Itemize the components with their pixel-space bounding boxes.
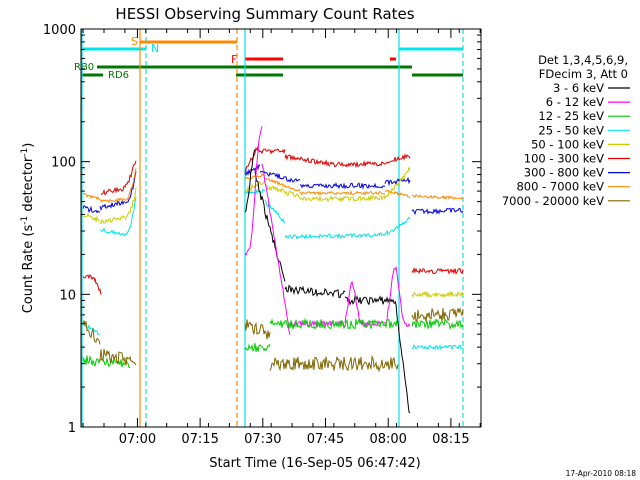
legend-label: 3 - 6 keV xyxy=(553,81,604,95)
series-3-6-kev xyxy=(244,149,256,213)
legend: Det 1,3,4,5,6,9, FDecim 3, Att 0 3 - 6 k… xyxy=(502,53,630,208)
rb0-label: RB0 xyxy=(74,62,94,73)
y-axis-label-part3: ) xyxy=(21,143,36,148)
rd6-label: RD6 xyxy=(108,70,129,81)
series-800-7000-kev xyxy=(99,197,126,204)
series-50-100-kev xyxy=(99,214,126,225)
chart-title: HESSI Observing Summary Count Rates xyxy=(115,5,414,23)
series-12-25-kev xyxy=(82,354,130,368)
legend-label: 100 - 300 keV xyxy=(524,152,604,166)
series-800-7000-kev xyxy=(411,194,464,201)
legend-label: 6 - 12 keV xyxy=(546,95,604,109)
series-800-7000-kev xyxy=(244,172,266,180)
series-25-50-kev xyxy=(264,200,286,224)
series-12-25-kev xyxy=(269,317,399,331)
y-axis-label: Count Rate (s-1 detector-1) xyxy=(20,143,36,314)
series-300-800-kev xyxy=(259,170,301,183)
series-6-12-kev xyxy=(384,265,411,328)
series-12-25-kev xyxy=(411,317,464,330)
x-tick-label: 07:15 xyxy=(181,432,218,447)
x-tick-label: 07:00 xyxy=(119,432,156,447)
series-300-800-kev xyxy=(82,204,101,214)
series-50-100-kev xyxy=(299,194,381,203)
legend-header-line1: Det 1,3,4,5,6,9, xyxy=(538,53,628,67)
series-100-300-kev xyxy=(329,160,386,169)
series-7000-20000-kev xyxy=(82,319,101,345)
series-3-6-kev xyxy=(344,294,396,306)
y-tick-label: 100 xyxy=(51,156,76,171)
series-300-800-kev xyxy=(244,164,261,177)
series-50-100-kev xyxy=(83,212,101,222)
x-tick-label: 08:15 xyxy=(432,432,469,447)
series-25-50-kev xyxy=(99,227,126,237)
legend-label: 7000 - 20000 keV xyxy=(502,194,604,208)
series-25-50-kev xyxy=(411,344,464,351)
y-axis: 1 10 100 1000 xyxy=(43,23,481,436)
series-3-6-kev xyxy=(254,170,286,282)
series-100-300-kev xyxy=(257,148,286,155)
series-800-7000-kev xyxy=(124,168,137,201)
series-100-300-kev xyxy=(244,146,259,174)
series-50-100-kev xyxy=(411,290,464,299)
y-axis-label-part2: detector xyxy=(21,156,36,216)
y-axis-label-sup2: -1 xyxy=(20,148,30,157)
x-tick-label: 07:30 xyxy=(244,432,281,447)
series-6-12-kev xyxy=(289,319,346,329)
night-flag-label: N xyxy=(151,42,159,55)
series-300-800-kev xyxy=(384,176,411,187)
series-300-800-kev xyxy=(299,182,386,190)
series-300-800-kev xyxy=(99,199,126,212)
y-tick-label: 1 xyxy=(68,421,76,436)
x-axis: 07:00 07:15 07:30 07:45 08:00 08:15 xyxy=(82,29,481,447)
legend-label: 50 - 100 keV xyxy=(531,137,604,151)
series-7000-20000-kev xyxy=(244,319,271,340)
y-axis-label-part1: Count Rate (s xyxy=(21,225,36,314)
y-tick-label: 1000 xyxy=(43,23,76,38)
y-tick-label: 10 xyxy=(59,288,76,303)
legend-label: 12 - 25 keV xyxy=(538,109,604,123)
series-3-6-kev xyxy=(284,284,346,299)
series-25-50-kev xyxy=(124,196,137,236)
legend-label: 300 - 800 keV xyxy=(524,166,604,180)
series-50-100-kev xyxy=(264,183,301,199)
series-7000-20000-kev xyxy=(99,348,137,366)
legend-label: 800 - 7000 keV xyxy=(516,180,604,194)
series-50-100-kev xyxy=(379,166,411,201)
timestamp: 17-Apr-2010 08:18 xyxy=(566,469,637,478)
series-12-25-kev xyxy=(244,342,271,353)
series-50-100-kev xyxy=(124,187,137,221)
saa-flag-label: S xyxy=(131,35,138,48)
series-25-50-kev xyxy=(82,321,101,335)
series-100-300-kev xyxy=(411,266,464,275)
series-100-300-kev xyxy=(94,278,102,295)
series-6-12-kev xyxy=(344,280,361,323)
x-tick-label: 08:00 xyxy=(369,432,406,447)
series-100-300-kev xyxy=(284,154,331,167)
series-7000-20000-kev xyxy=(269,355,399,373)
series-100-300-kev xyxy=(82,274,96,282)
series-800-7000-kev xyxy=(264,178,301,192)
series-100-300-kev xyxy=(119,160,137,192)
legend-header-line2: FDecim 3, Att 0 xyxy=(539,67,628,81)
x-tick-label: 07:45 xyxy=(307,432,344,447)
series-800-7000-kev xyxy=(299,190,386,196)
series-300-800-kev xyxy=(411,207,464,216)
flare-flag-label: F xyxy=(231,53,237,66)
series-6-12-kev xyxy=(261,163,291,336)
series-300-800-kev xyxy=(125,171,137,204)
series-100-300-kev xyxy=(100,186,121,196)
legend-label: 25 - 50 keV xyxy=(538,123,604,137)
series-25-50-kev xyxy=(284,232,381,240)
series-6-12-kev xyxy=(244,126,263,256)
series-800-7000-kev xyxy=(82,192,101,201)
plot-frame xyxy=(80,28,482,428)
series-7000-20000-kev xyxy=(411,306,464,322)
plot-content: SN F RB0 RD6 xyxy=(74,29,464,427)
x-axis-label: Start Time (16-Sep-05 06:47:42) xyxy=(209,456,420,471)
series-25-50-kev xyxy=(379,216,411,237)
y-axis-label-sup1: -1 xyxy=(20,216,30,225)
series-100-300-kev xyxy=(384,153,411,165)
